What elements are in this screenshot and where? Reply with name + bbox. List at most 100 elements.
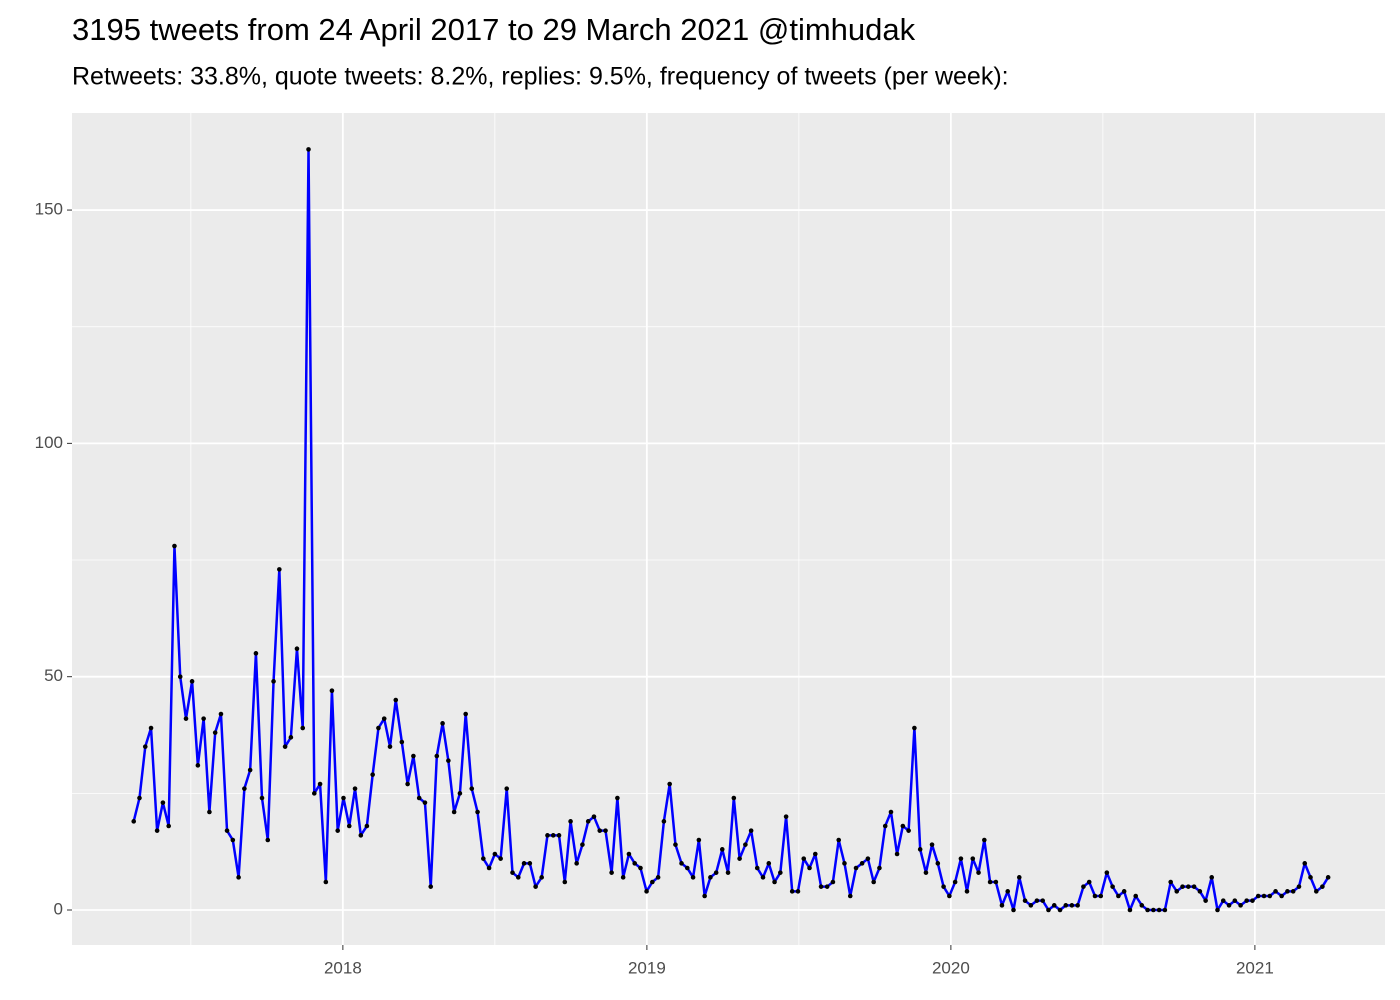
point: [166, 823, 171, 829]
point: [789, 889, 795, 894]
point: [632, 861, 638, 866]
point: [1110, 884, 1115, 889]
point: [1162, 907, 1168, 913]
point: [469, 786, 475, 791]
point: [655, 875, 661, 880]
point: [446, 758, 451, 763]
point: [177, 674, 183, 679]
point: [609, 870, 614, 875]
point: [725, 870, 731, 875]
point: [568, 819, 573, 824]
point: [731, 795, 737, 801]
point: [1325, 875, 1331, 880]
point: [510, 870, 515, 875]
point: [1139, 903, 1145, 908]
point: [1028, 903, 1034, 908]
point: [574, 861, 579, 866]
point: [1285, 889, 1290, 894]
point: [131, 819, 137, 824]
point: [685, 865, 690, 871]
point: [463, 711, 468, 717]
point: [748, 828, 754, 833]
point: [277, 567, 282, 572]
point: [830, 879, 836, 885]
point: [282, 744, 288, 749]
point: [1226, 903, 1232, 908]
point: [1209, 875, 1215, 880]
chart-subtitle: Retweets: 33.8%, quote tweets: 8.2%, rep…: [72, 63, 1009, 91]
point: [1016, 875, 1022, 880]
point: [323, 879, 329, 885]
point: [364, 823, 370, 829]
point: [294, 646, 300, 651]
point: [1040, 898, 1045, 903]
point: [1104, 870, 1110, 875]
point: [1005, 889, 1011, 894]
point: [265, 837, 271, 843]
point: [690, 875, 696, 880]
point: [976, 870, 981, 875]
point: [271, 679, 276, 684]
point: [743, 842, 748, 847]
point: [335, 828, 341, 833]
point: [982, 837, 987, 843]
point: [475, 809, 480, 815]
point: [440, 721, 445, 726]
point: [644, 889, 649, 894]
point: [1022, 898, 1028, 903]
point: [230, 837, 236, 843]
point: [737, 856, 742, 861]
point: [812, 851, 818, 857]
plot-background: [72, 113, 1385, 945]
y-tick-label: 50: [44, 666, 63, 685]
y-tick-label: 100: [35, 433, 63, 452]
point: [1133, 893, 1139, 899]
y-tick-label: 0: [54, 899, 63, 918]
point: [253, 651, 259, 656]
point: [300, 725, 306, 731]
point: [679, 861, 684, 866]
x-tick-label: 2021: [1236, 958, 1274, 977]
point: [999, 903, 1005, 908]
point: [859, 861, 865, 866]
point: [1081, 884, 1086, 889]
point: [801, 856, 807, 861]
point: [591, 814, 597, 819]
point: [1203, 898, 1208, 903]
point: [778, 870, 783, 875]
point: [650, 879, 655, 885]
point: [329, 688, 335, 693]
point: [871, 879, 876, 885]
point: [1034, 898, 1040, 903]
point: [416, 795, 422, 801]
point: [1116, 893, 1121, 899]
point: [381, 716, 387, 721]
point: [247, 767, 253, 773]
point: [638, 865, 643, 871]
point: [1156, 907, 1162, 913]
point: [527, 861, 533, 866]
point: [970, 856, 976, 861]
point: [1261, 893, 1267, 899]
point: [1057, 907, 1063, 913]
point: [935, 861, 941, 866]
point: [702, 893, 707, 899]
point: [1168, 879, 1173, 885]
point: [533, 884, 538, 889]
point: [218, 711, 224, 717]
point: [172, 543, 177, 549]
point: [766, 861, 772, 866]
point: [405, 781, 410, 787]
point: [504, 786, 510, 791]
point: [1063, 903, 1069, 908]
point: [912, 725, 917, 731]
point: [807, 865, 812, 871]
point: [288, 735, 294, 740]
line: [132, 148, 1330, 912]
point: [242, 786, 247, 791]
point: [207, 809, 212, 815]
point: [1075, 903, 1080, 908]
point: [853, 865, 859, 871]
point: [434, 753, 440, 759]
point: [399, 739, 405, 745]
